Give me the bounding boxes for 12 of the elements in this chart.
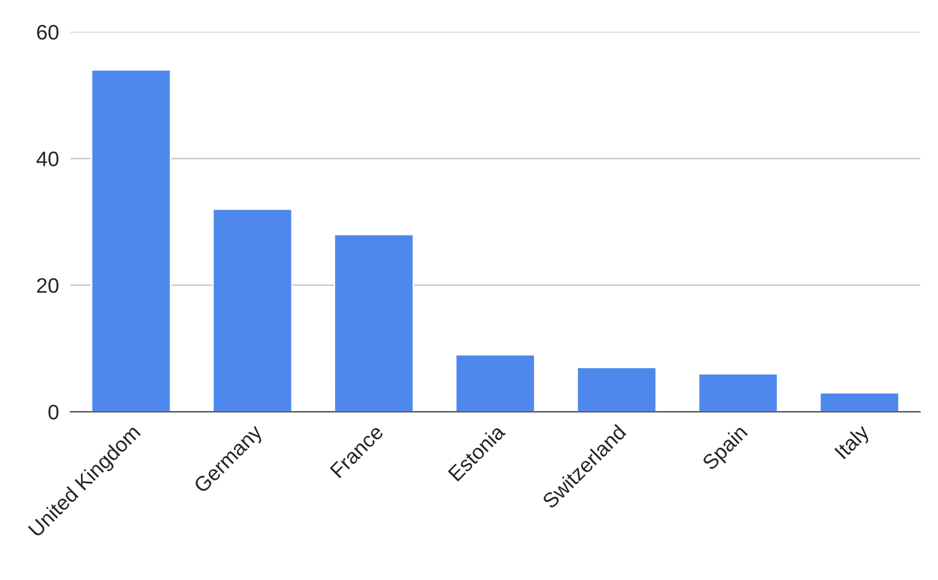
bar xyxy=(698,373,778,412)
y-tick-label: 40 xyxy=(36,152,58,166)
y-tick-label: 0 xyxy=(48,404,58,420)
bar xyxy=(90,69,172,412)
bar xyxy=(212,208,293,412)
bar xyxy=(819,392,900,412)
y-tick-label: 60 xyxy=(37,24,58,40)
bar xyxy=(455,354,536,412)
y-tick-label: 20 xyxy=(37,278,58,293)
bar xyxy=(576,366,657,412)
bar xyxy=(334,234,414,412)
x-tick-label: Italy xyxy=(834,422,874,462)
